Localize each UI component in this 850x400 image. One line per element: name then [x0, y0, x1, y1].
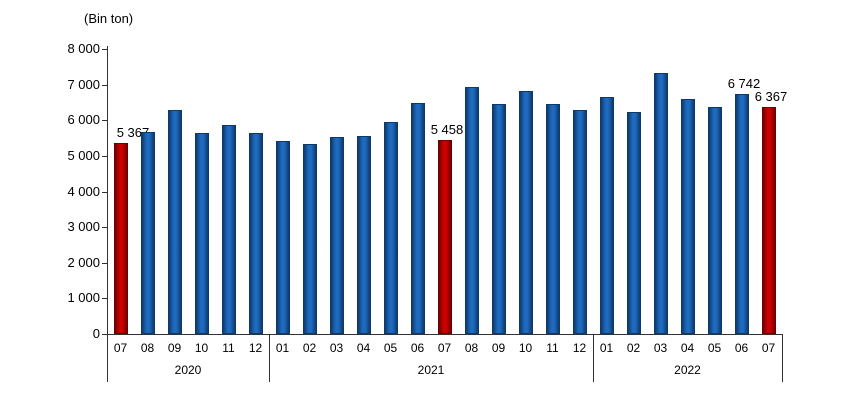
bar	[195, 133, 209, 334]
x-tick-label: 03	[653, 341, 668, 355]
bar	[330, 137, 344, 334]
y-tick-label: 3 000	[67, 219, 100, 234]
bar	[357, 136, 371, 334]
bar-data-label: 5 458	[430, 122, 464, 137]
x-tick-label: 09	[167, 341, 182, 355]
bar	[492, 104, 506, 334]
y-tick-mark	[102, 85, 107, 86]
bar	[600, 97, 614, 334]
year-group-separator	[269, 334, 270, 382]
bar	[681, 99, 695, 334]
bar	[168, 110, 182, 334]
x-tick-label: 10	[518, 341, 533, 355]
y-tick-label: 7 000	[67, 77, 100, 92]
x-tick-label: 01	[599, 341, 614, 355]
x-tick-label: 06	[410, 341, 425, 355]
x-tick-label: 09	[491, 341, 506, 355]
x-tick-label: 03	[329, 341, 344, 355]
bar	[222, 125, 236, 334]
year-group-label: 2022	[674, 363, 701, 377]
x-tick-label: 01	[275, 341, 290, 355]
x-tick-label: 06	[734, 341, 749, 355]
x-tick-label: 08	[140, 341, 155, 355]
x-tick-label: 07	[437, 341, 452, 355]
bar	[384, 122, 398, 334]
y-tick-mark	[102, 49, 107, 50]
y-tick-label: 4 000	[67, 184, 100, 199]
x-tick-label: 11	[222, 341, 235, 355]
x-tick-label: 11	[546, 341, 559, 355]
x-tick-label: 12	[572, 341, 587, 355]
x-tick-label: 07	[113, 341, 128, 355]
x-tick-label: 12	[248, 341, 263, 355]
y-tick-label: 0	[92, 326, 100, 341]
bar	[141, 132, 155, 334]
bar	[546, 104, 560, 334]
bar	[654, 73, 668, 334]
bar	[249, 133, 263, 334]
year-group-separator	[593, 334, 594, 382]
year-group-separator	[107, 334, 108, 382]
bar	[276, 141, 290, 334]
y-tick-label: 2 000	[67, 255, 100, 270]
x-tick-label: 02	[302, 341, 317, 355]
y-tick-mark	[102, 156, 107, 157]
y-tick-mark	[102, 227, 107, 228]
y-tick-mark	[102, 120, 107, 121]
year-group-label: 2020	[174, 363, 202, 377]
bar	[465, 87, 479, 334]
year-group-separator	[782, 334, 783, 382]
x-tick-label: 04	[680, 341, 695, 355]
x-tick-label: 02	[626, 341, 641, 355]
year-group-label: 2021	[417, 363, 445, 377]
x-tick-label: 04	[356, 341, 371, 355]
y-tick-mark	[102, 263, 107, 264]
bar	[303, 144, 317, 334]
x-tick-label: 08	[464, 341, 479, 355]
y-tick-label: 6 000	[67, 112, 100, 127]
bar-data-label: 5 367	[116, 125, 150, 140]
y-tick-label: 5 000	[67, 148, 100, 163]
bar	[573, 110, 587, 334]
bar	[735, 94, 749, 334]
x-tick-label: 10	[194, 341, 209, 355]
y-tick-label: 8 000	[67, 41, 100, 56]
bar-data-label: 6 742	[727, 76, 761, 91]
y-axis-line	[107, 46, 108, 335]
bar	[519, 91, 533, 334]
x-tick-label: 05	[383, 341, 398, 355]
bar-data-label: 6 367	[754, 89, 788, 104]
x-axis-line	[107, 334, 783, 335]
unit-label: (Bin ton)	[84, 11, 134, 26]
y-tick-mark	[102, 192, 107, 193]
bar	[627, 112, 641, 334]
y-tick-mark	[102, 298, 107, 299]
x-tick-label: 07	[761, 341, 776, 355]
bar	[411, 103, 425, 334]
bar-highlighted	[114, 143, 128, 334]
y-tick-label: 1 000	[67, 290, 100, 305]
bar	[708, 107, 722, 334]
y-tick-mark	[102, 334, 107, 335]
bar-highlighted	[438, 140, 452, 334]
x-tick-label: 05	[707, 341, 722, 355]
bar-highlighted	[762, 107, 776, 334]
